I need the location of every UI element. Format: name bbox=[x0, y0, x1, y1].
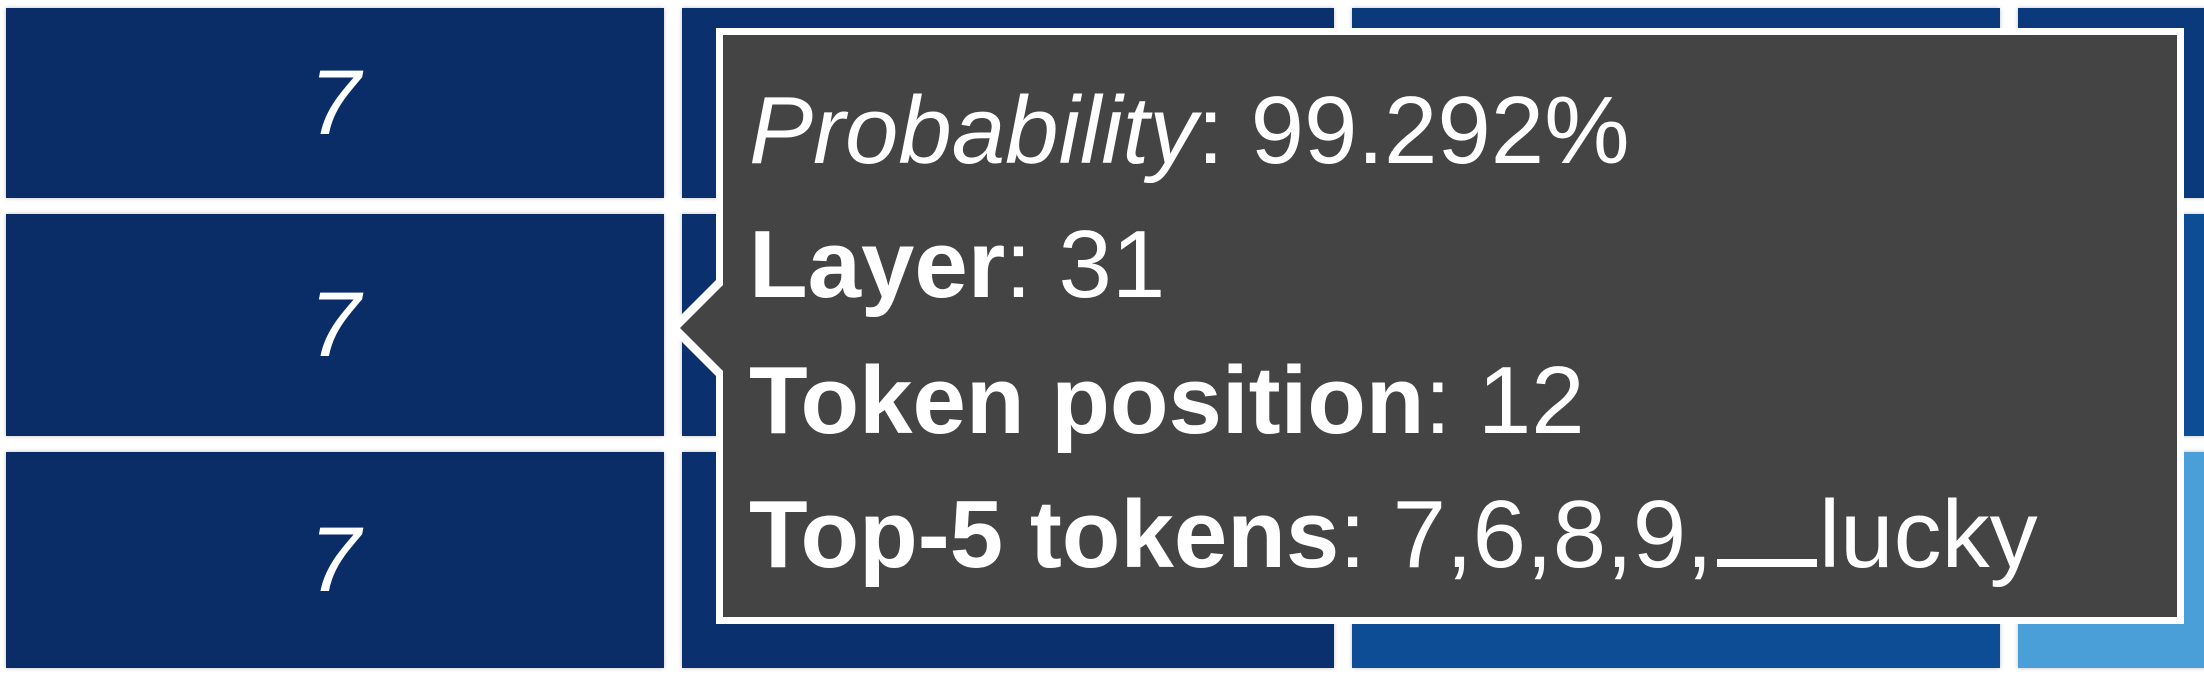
probability-value: : 99.292% bbox=[1197, 77, 1630, 184]
heatmap-cell[interactable]: 7 bbox=[6, 214, 664, 436]
top5-key: Top-5 tokens bbox=[749, 481, 1340, 588]
tooltip-arrow-fill bbox=[680, 285, 723, 371]
cell-token-label: 7 bbox=[309, 508, 361, 611]
position-value: : 12 bbox=[1424, 347, 1585, 454]
tooltip-position-line: Token position: 12 bbox=[749, 353, 1585, 449]
cell-token-label: 7 bbox=[309, 51, 361, 154]
tooltip-probability-line: Probability: 99.292% bbox=[749, 83, 1630, 179]
hover-tooltip: Probability: 99.292% Layer: 31 Token pos… bbox=[716, 28, 2184, 624]
probability-key: Probability bbox=[749, 77, 1198, 184]
tooltip-layer-line: Layer: 31 bbox=[749, 217, 1165, 313]
space-token-marker bbox=[1716, 559, 1817, 567]
cell-token-label: 7 bbox=[309, 273, 361, 376]
top5-prefix: : 7,6,8,9, bbox=[1339, 481, 1713, 588]
layer-key: Layer bbox=[749, 211, 1006, 318]
tooltip-top5-line: Top-5 tokens: 7,6,8,9, lucky bbox=[749, 487, 2038, 583]
top5-last-token: lucky bbox=[1818, 481, 2038, 588]
heatmap-cell[interactable]: 7 bbox=[6, 8, 664, 198]
layer-value: : 31 bbox=[1005, 211, 1166, 318]
heatmap-cell[interactable]: 7 bbox=[6, 452, 664, 668]
position-key: Token position bbox=[749, 347, 1425, 454]
